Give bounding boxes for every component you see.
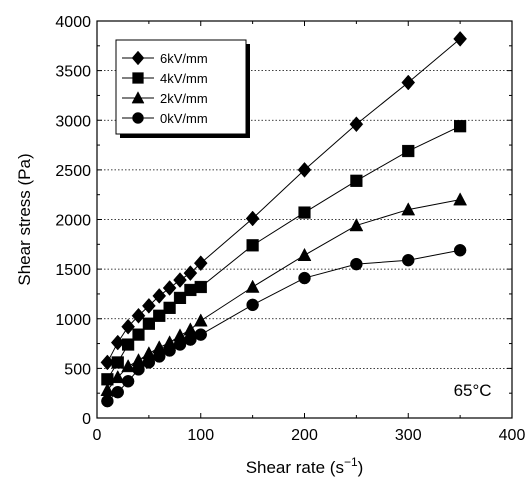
data-point-6kv-mm bbox=[193, 255, 208, 272]
data-point-2kv-mm bbox=[193, 313, 208, 327]
y-tick-label: 1000 bbox=[55, 312, 91, 329]
x-axis-title: Shear rate (s−1) bbox=[246, 455, 364, 477]
data-point-6kv-mm bbox=[183, 265, 198, 281]
data-point-4kv-mm bbox=[132, 328, 145, 341]
x-tick-label: 300 bbox=[395, 427, 422, 444]
y-tick-label: 500 bbox=[64, 361, 91, 378]
data-point-0kv-mm bbox=[153, 350, 166, 363]
x-axis-title-close: ) bbox=[358, 458, 364, 477]
data-point-4kv-mm bbox=[454, 120, 467, 133]
x-axis-title-superscript: −1 bbox=[344, 455, 358, 469]
series-2kv-mm bbox=[100, 192, 468, 396]
legend-label: 4kV/mm bbox=[160, 71, 208, 86]
legend-marker-6kv-mm bbox=[131, 50, 145, 66]
legend-marker-0kv-mm bbox=[132, 112, 144, 124]
data-point-0kv-mm bbox=[111, 385, 124, 399]
legend-item-4kv-mm: 4kV/mm bbox=[122, 71, 208, 86]
data-point-0kv-mm bbox=[173, 338, 187, 351]
y-tick-label: 2500 bbox=[55, 163, 91, 180]
data-point-0kv-mm bbox=[402, 253, 415, 267]
legend: 6kV/mm 4kV/mm 2kV/mm 0kV/mm bbox=[115, 39, 250, 138]
data-point-2kv-mm bbox=[245, 279, 260, 293]
y-tick-label: 4000 bbox=[55, 14, 91, 31]
data-point-0kv-mm bbox=[298, 271, 311, 285]
y-axis-title: Shear stress (Pa) bbox=[15, 153, 34, 285]
y-tick-label: 3000 bbox=[55, 113, 91, 130]
data-point-0kv-mm bbox=[132, 363, 145, 376]
data-point-6kv-mm bbox=[162, 280, 177, 296]
data-point-4kv-mm bbox=[111, 356, 124, 369]
y-tick-label: 2000 bbox=[55, 213, 91, 230]
data-point-6kv-mm bbox=[131, 307, 146, 324]
data-point-4kv-mm bbox=[163, 301, 176, 314]
series-line-4kv-mm bbox=[106, 125, 461, 380]
plot-area: 0 500 1000 1500 2000 2500 3000 3500 4000 0 100 200 3… bbox=[55, 14, 525, 444]
data-point-6kv-mm bbox=[245, 210, 260, 227]
data-point-4kv-mm bbox=[298, 206, 311, 219]
x-tick-label: 0 bbox=[93, 427, 102, 444]
data-point-2kv-mm bbox=[297, 247, 312, 262]
data-point-6kv-mm bbox=[349, 116, 364, 133]
series-0kv-mm bbox=[101, 244, 467, 408]
series-6kv-mm bbox=[100, 31, 467, 371]
data-point-4kv-mm bbox=[246, 239, 259, 252]
legend-label: 2kV/mm bbox=[160, 91, 208, 106]
y-tick-label: 0 bbox=[82, 411, 91, 428]
data-point-0kv-mm bbox=[184, 333, 197, 346]
legend-item-2kv-mm: 2kV/mm bbox=[122, 91, 208, 106]
x-tick-label: 200 bbox=[291, 427, 318, 444]
data-point-0kv-mm bbox=[246, 298, 259, 312]
data-point-6kv-mm bbox=[142, 297, 156, 314]
data-point-2kv-mm bbox=[453, 192, 468, 206]
data-point-6kv-mm bbox=[173, 272, 187, 288]
data-point-0kv-mm bbox=[101, 394, 114, 408]
temperature-annotation: 65°C bbox=[454, 381, 492, 400]
data-point-0kv-mm bbox=[350, 257, 363, 271]
data-point-6kv-mm bbox=[152, 288, 167, 304]
data-point-4kv-mm bbox=[173, 291, 187, 305]
legend-item-0kv-mm: 0kV/mm bbox=[122, 111, 208, 126]
data-point-2kv-mm bbox=[110, 369, 125, 384]
legend-label: 6kV/mm bbox=[160, 51, 208, 66]
y-tick-label: 1500 bbox=[55, 262, 91, 279]
series-layer bbox=[100, 31, 468, 408]
data-point-0kv-mm bbox=[453, 244, 467, 257]
data-point-2kv-mm bbox=[121, 359, 136, 373]
data-point-2kv-mm bbox=[349, 218, 364, 232]
data-point-4kv-mm bbox=[194, 280, 207, 294]
x-tick-label: 100 bbox=[187, 427, 214, 444]
data-point-2kv-mm bbox=[401, 202, 416, 216]
data-point-0kv-mm bbox=[121, 375, 135, 388]
data-point-0kv-mm bbox=[142, 356, 156, 369]
legend-label: 0kV/mm bbox=[160, 111, 208, 126]
data-point-6kv-mm bbox=[297, 162, 312, 178]
x-axis-title-main: Shear rate (s bbox=[246, 458, 344, 477]
data-point-0kv-mm bbox=[163, 344, 176, 357]
data-point-6kv-mm bbox=[121, 318, 135, 335]
data-point-4kv-mm bbox=[153, 309, 166, 322]
data-point-4kv-mm bbox=[184, 283, 197, 297]
x-tick-label: 400 bbox=[499, 427, 526, 444]
legend-item-6kv-mm: 6kV/mm bbox=[122, 50, 208, 66]
data-point-6kv-mm bbox=[401, 74, 416, 91]
data-point-4kv-mm bbox=[142, 317, 155, 330]
data-point-4kv-mm bbox=[402, 144, 415, 158]
data-point-0kv-mm bbox=[194, 328, 207, 341]
y-tick-label: 3500 bbox=[55, 64, 91, 81]
data-point-6kv-mm bbox=[453, 31, 467, 47]
data-point-4kv-mm bbox=[350, 174, 363, 187]
legend-marker-4kv-mm bbox=[132, 72, 144, 84]
axis-ticks: 0 500 1000 1500 2000 2500 3000 3500 4000 0 100 200 3… bbox=[55, 14, 525, 444]
data-point-4kv-mm bbox=[122, 338, 135, 351]
series-line-0kv-mm bbox=[107, 249, 461, 402]
series-4kv-mm bbox=[101, 120, 467, 386]
legend-marker-2kv-mm bbox=[131, 91, 145, 104]
